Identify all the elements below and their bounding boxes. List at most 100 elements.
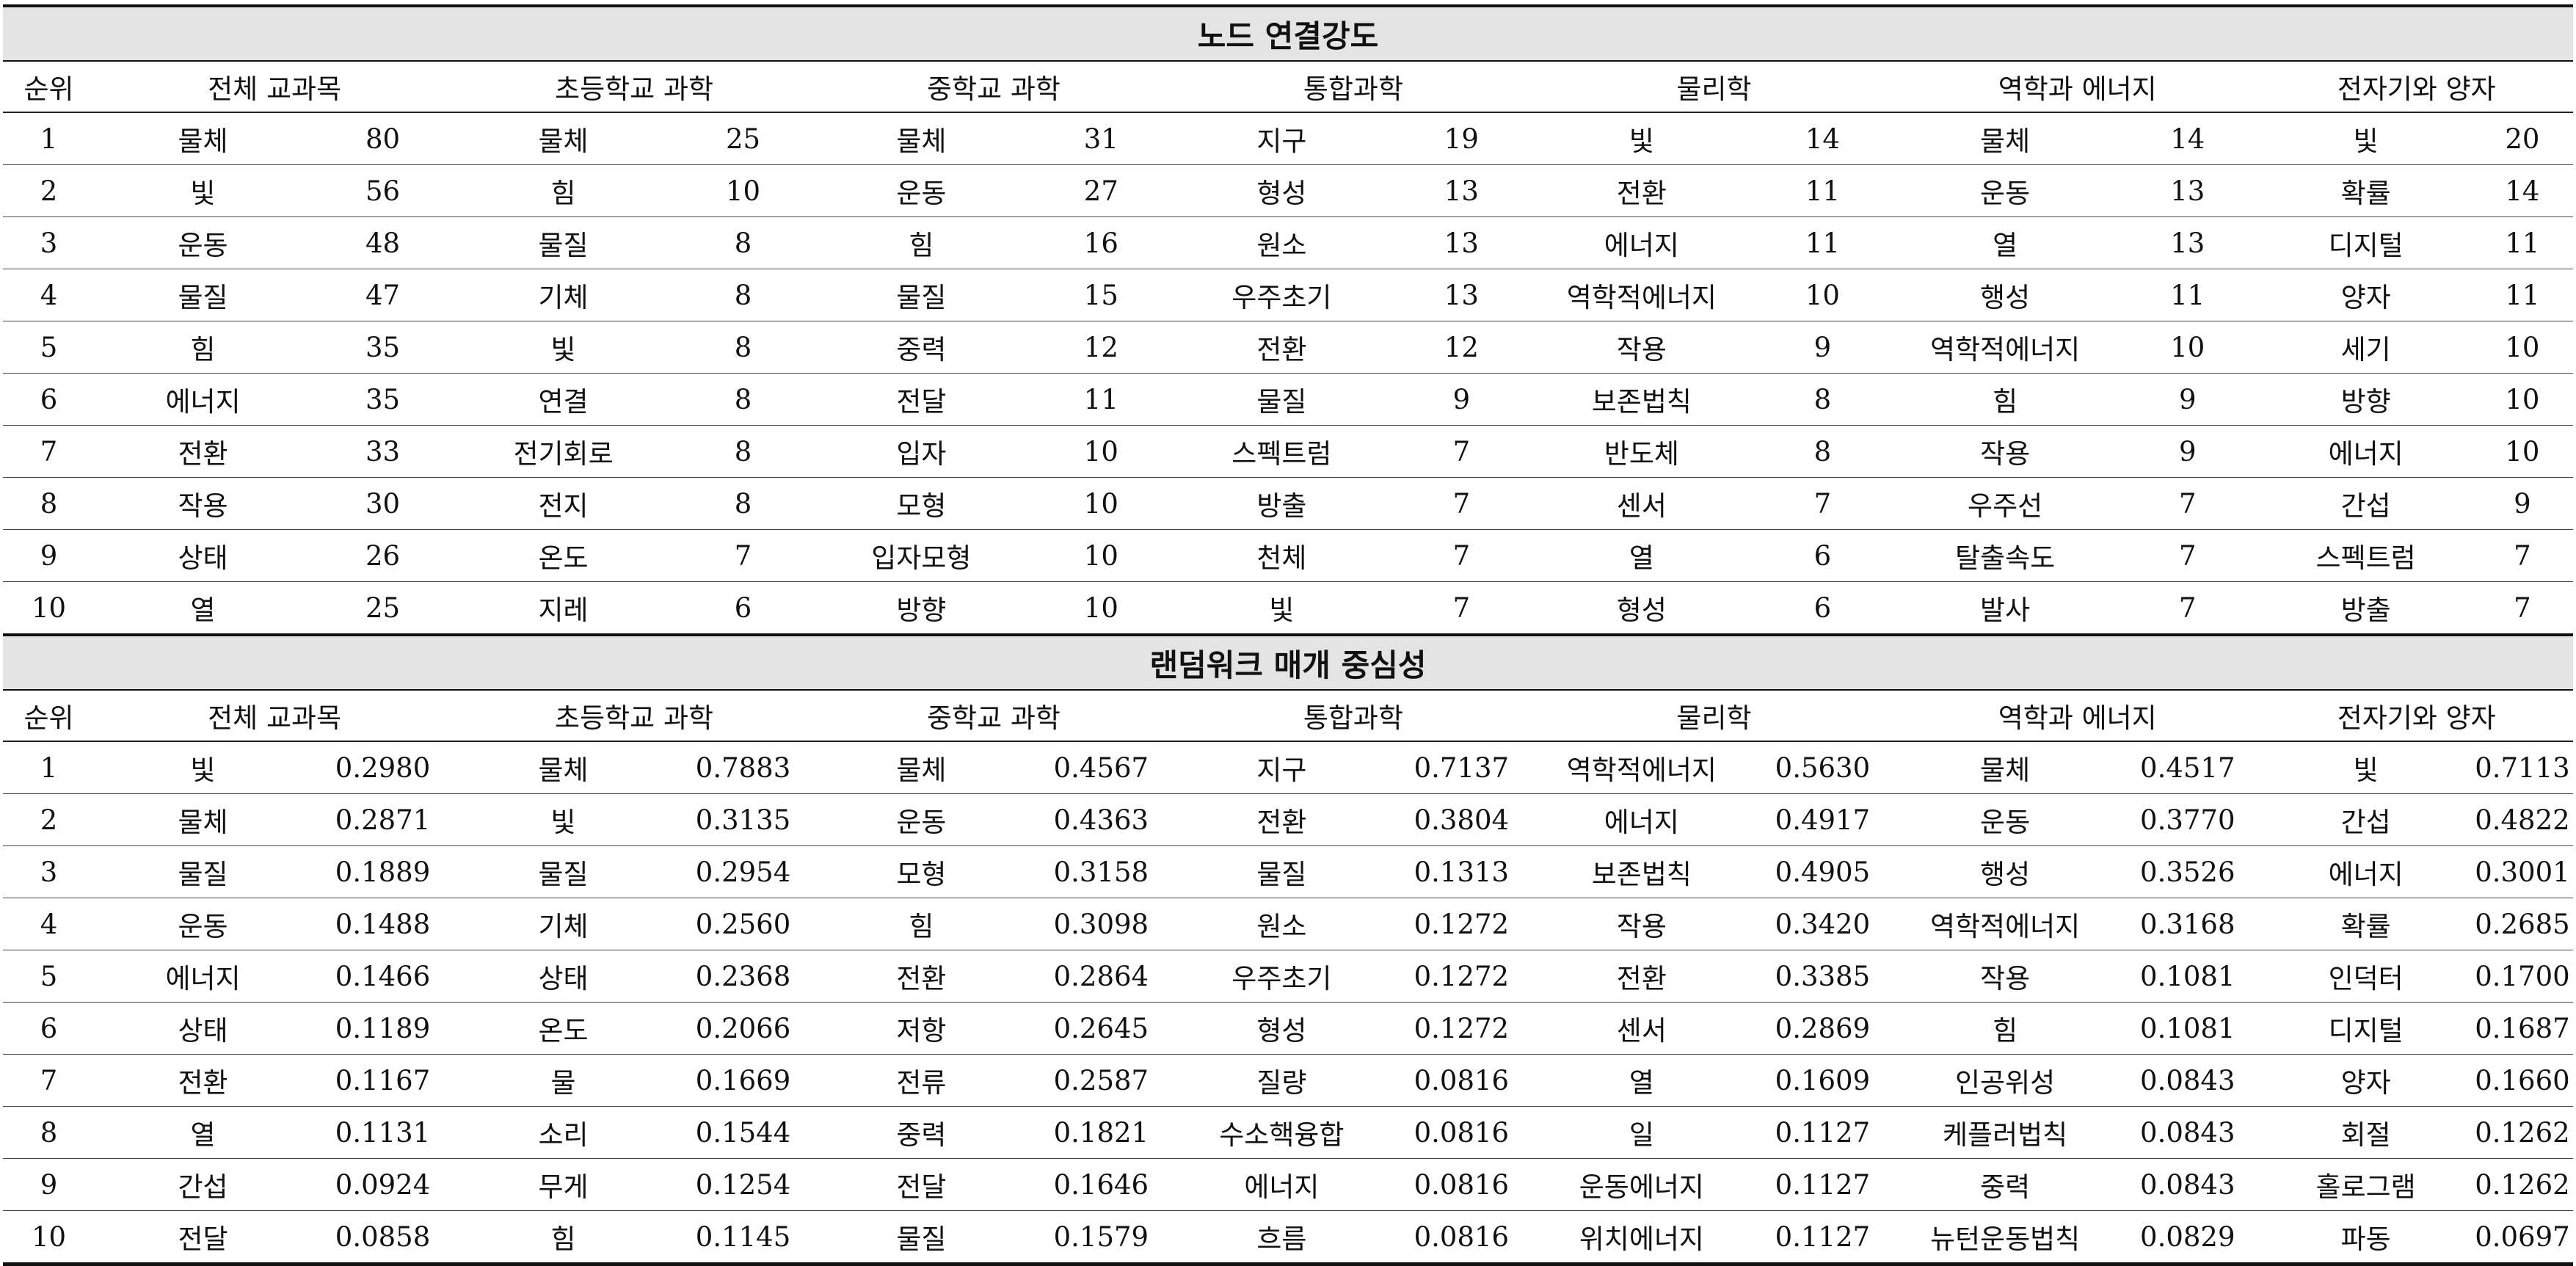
value-cell: 0.0843 xyxy=(2115,1054,2260,1107)
rank-cell: 8 xyxy=(3,477,95,530)
term-cell: 빛 xyxy=(1173,581,1390,636)
term-cell: 에너지 xyxy=(95,950,311,1003)
term-cell: 힘 xyxy=(454,1210,673,1266)
term-cell: 빛 xyxy=(454,321,673,374)
term-cell: 상태 xyxy=(454,950,673,1003)
term-cell: 힘 xyxy=(454,164,673,217)
term-cell: 뉴턴운동법칙 xyxy=(1895,1210,2116,1266)
term-cell: 전기회로 xyxy=(454,425,673,478)
term-cell: 원소 xyxy=(1173,898,1390,950)
term-cell: 물질 xyxy=(1173,373,1390,426)
column-header-row: 순위 전체 교과목 초등학교 과학 중학교 과학 통합과학 물리학 역학과 에너지 전자기와 … xyxy=(3,61,2573,113)
value-cell: 11 xyxy=(2471,269,2573,321)
term-cell: 물 xyxy=(454,1054,673,1107)
rank-cell: 5 xyxy=(3,950,95,1003)
value-cell: 7 xyxy=(1750,477,1896,530)
term-cell: 열 xyxy=(95,581,311,636)
value-cell: 31 xyxy=(1028,112,1174,165)
value-cell: 10 xyxy=(2115,321,2260,374)
value-cell: 0.0816 xyxy=(1389,1210,1533,1266)
value-cell: 11 xyxy=(1750,217,1896,269)
value-cell: 10 xyxy=(2471,425,2573,478)
table-row: 3 물질 0.1889 물질 0.2954 모형 0.3158 물질 0.1313 보존법칙 0.4… xyxy=(3,845,2573,898)
value-cell: 0.3526 xyxy=(2115,845,2260,898)
value-cell: 8 xyxy=(672,477,815,530)
term-cell: 에너지 xyxy=(1532,793,1750,846)
value-cell: 13 xyxy=(2115,164,2260,217)
value-cell: 6 xyxy=(1750,529,1896,582)
rank-cell: 4 xyxy=(3,898,95,950)
term-cell: 작용 xyxy=(1532,898,1750,950)
rank-cell: 3 xyxy=(3,217,95,269)
value-cell: 47 xyxy=(310,269,455,321)
term-cell: 탈출속도 xyxy=(1895,529,2116,582)
term-cell: 행성 xyxy=(1895,845,2116,898)
table-row: 6 상태 0.1189 온도 0.2066 저항 0.2645 형성 0.1272 센서 0.286… xyxy=(3,1002,2573,1055)
table-row: 9 간섭 0.0924 무게 0.1254 전달 0.1646 에너지 0.0816 운동에너지 0… xyxy=(3,1158,2573,1211)
term-cell: 확률 xyxy=(2260,898,2472,950)
term-cell: 회절 xyxy=(2260,1106,2472,1159)
term-cell: 센서 xyxy=(1532,477,1750,530)
term-cell: 무게 xyxy=(454,1158,673,1211)
term-cell: 전환 xyxy=(1173,321,1390,374)
value-cell: 0.3098 xyxy=(1028,898,1174,950)
term-cell: 물질 xyxy=(95,845,311,898)
term-cell: 발사 xyxy=(1895,581,2116,636)
term-cell: 전환 xyxy=(1532,950,1750,1003)
term-cell: 일 xyxy=(1532,1106,1750,1159)
rank-header: 순위 xyxy=(3,61,95,113)
value-cell: 0.4567 xyxy=(1028,741,1174,794)
subject-header: 물리학 xyxy=(1532,61,1896,113)
value-cell: 0.3158 xyxy=(1028,845,1174,898)
term-cell: 간섭 xyxy=(2260,477,2472,530)
value-cell: 0.2368 xyxy=(672,950,815,1003)
value-cell: 0.2864 xyxy=(1028,950,1174,1003)
value-cell: 8 xyxy=(672,321,815,374)
value-cell: 0.1081 xyxy=(2115,1002,2260,1055)
value-cell: 0.1466 xyxy=(310,950,455,1003)
value-cell: 0.1660 xyxy=(2471,1054,2573,1107)
rank-cell: 7 xyxy=(3,1054,95,1107)
subject-header: 역학과 에너지 xyxy=(1895,61,2260,113)
term-cell: 물체 xyxy=(814,741,1029,794)
value-cell: 0.1262 xyxy=(2471,1106,2573,1159)
term-cell: 전달 xyxy=(814,373,1029,426)
value-cell: 0.1313 xyxy=(1389,845,1533,898)
value-cell: 7 xyxy=(672,529,815,582)
value-cell: 0.0843 xyxy=(2115,1158,2260,1211)
value-cell: 0.2685 xyxy=(2471,898,2573,950)
value-cell: 9 xyxy=(2115,373,2260,426)
table-row: 3 운동 48 물질 8 힘 16 원소 13 에너지 11 열 13 디지털 11 xyxy=(3,217,2573,269)
term-cell: 스펙트럼 xyxy=(1173,425,1390,478)
value-cell: 7 xyxy=(1389,529,1533,582)
rank-cell: 4 xyxy=(3,269,95,321)
term-cell: 물체 xyxy=(1895,741,2116,794)
value-cell: 0.3804 xyxy=(1389,793,1533,846)
value-cell: 13 xyxy=(1389,164,1533,217)
value-cell: 8 xyxy=(672,217,815,269)
value-cell: 26 xyxy=(310,529,455,582)
value-cell: 0.2871 xyxy=(310,793,455,846)
value-cell: 0.1669 xyxy=(672,1054,815,1107)
section-title: 노드 연결강도 xyxy=(3,4,2573,62)
subject-header: 통합과학 xyxy=(1173,61,1533,113)
value-cell: 0.1127 xyxy=(1750,1210,1896,1266)
term-cell: 세기 xyxy=(2260,321,2472,374)
value-cell: 9 xyxy=(1389,373,1533,426)
value-cell: 7 xyxy=(2115,529,2260,582)
term-cell: 작용 xyxy=(1895,950,2116,1003)
term-cell: 운동 xyxy=(95,898,311,950)
value-cell: 13 xyxy=(2115,217,2260,269)
term-cell: 물질 xyxy=(814,1210,1029,1266)
term-cell: 지구 xyxy=(1173,741,1390,794)
value-cell: 30 xyxy=(310,477,455,530)
value-cell: 7 xyxy=(2115,581,2260,636)
term-cell: 전환 xyxy=(814,950,1029,1003)
term-cell: 물질 xyxy=(95,269,311,321)
table-row: 8 열 0.1131 소리 0.1544 중력 0.1821 수소핵융합 0.0816 일 0.11… xyxy=(3,1106,2573,1159)
term-cell: 질량 xyxy=(1173,1054,1390,1107)
term-cell: 형성 xyxy=(1173,1002,1390,1055)
rank-cell: 9 xyxy=(3,1158,95,1211)
value-cell: 7 xyxy=(2471,581,2573,636)
